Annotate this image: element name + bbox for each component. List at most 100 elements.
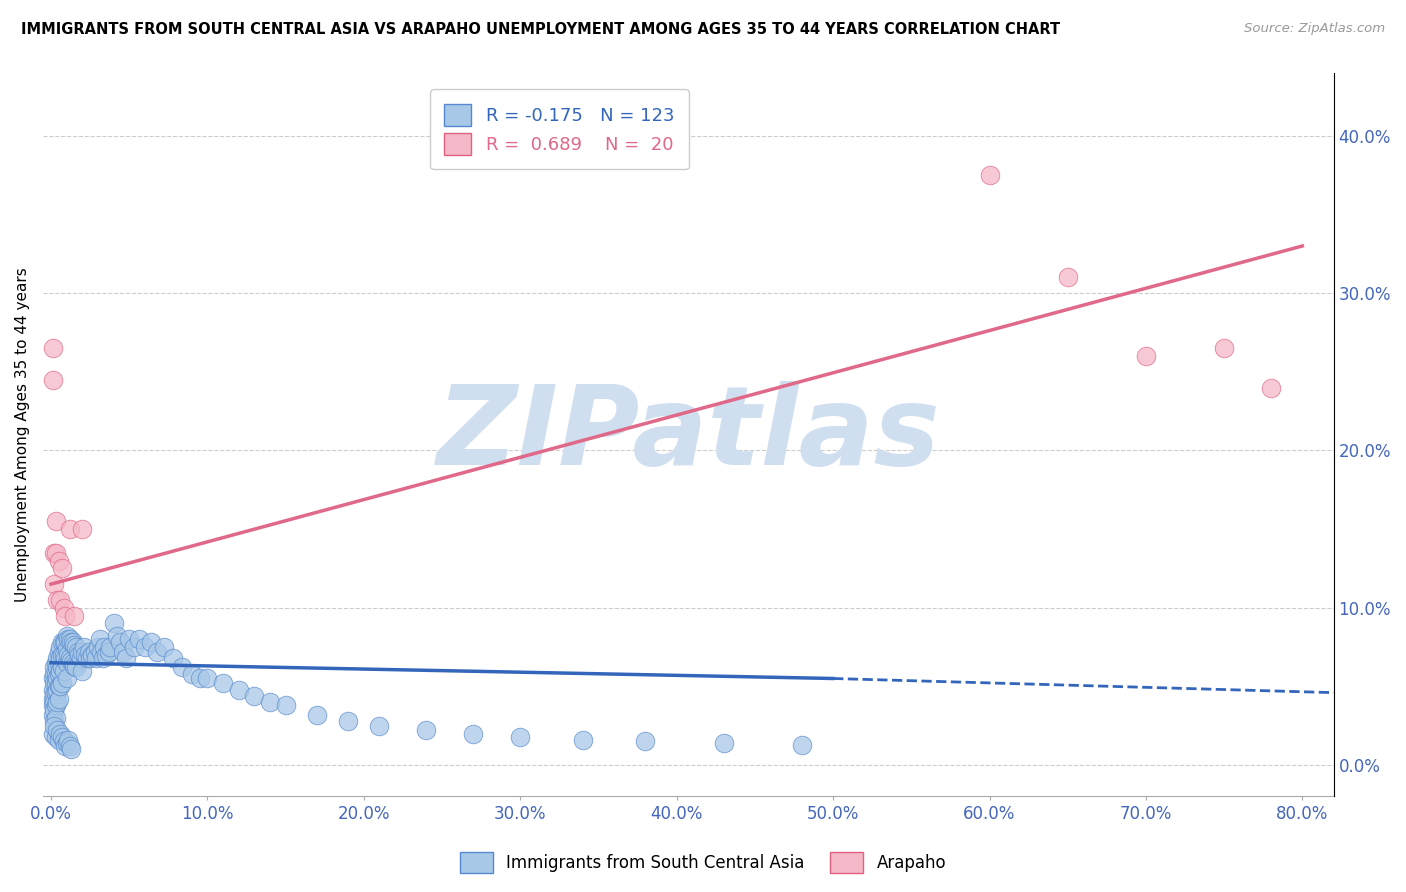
- Point: [41, 672, 63, 686]
- Point: [53, 739, 76, 753]
- Point: [49, 592, 72, 607]
- Point: [53, 651, 76, 665]
- Point: [67, 648, 90, 662]
- Point: [63, 639, 86, 653]
- Point: [118, 632, 141, 647]
- Point: [41, 682, 63, 697]
- Point: [1260, 380, 1282, 394]
- Point: [46, 695, 69, 709]
- Point: [72, 645, 94, 659]
- Point: [51, 635, 73, 649]
- Point: [45, 686, 67, 700]
- Point: [72, 664, 94, 678]
- Point: [59, 651, 82, 665]
- Point: [49, 664, 72, 678]
- Point: [46, 682, 69, 697]
- Point: [45, 730, 67, 744]
- Point: [55, 672, 77, 686]
- Point: [93, 640, 115, 654]
- Point: [52, 664, 75, 678]
- Point: [62, 656, 84, 670]
- Point: [45, 546, 67, 560]
- Point: [60, 742, 83, 756]
- Point: [45, 514, 67, 528]
- Point: [48, 679, 70, 693]
- Point: [108, 635, 131, 649]
- Point: [172, 660, 194, 674]
- Point: [62, 635, 84, 649]
- Point: [45, 711, 67, 725]
- Point: [49, 679, 72, 693]
- Point: [111, 645, 134, 659]
- Point: [69, 651, 91, 665]
- Point: [53, 608, 76, 623]
- Point: [77, 645, 100, 659]
- Point: [83, 645, 105, 659]
- Point: [46, 651, 69, 665]
- Point: [44, 714, 66, 728]
- Point: [45, 676, 67, 690]
- Point: [48, 645, 70, 659]
- Point: [463, 726, 485, 740]
- Point: [80, 648, 103, 662]
- Point: [105, 629, 128, 643]
- Point: [162, 651, 184, 665]
- Point: [41, 726, 63, 740]
- Point: [509, 730, 531, 744]
- Legend: Immigrants from South Central Asia, Arapaho: Immigrants from South Central Asia, Arap…: [453, 846, 953, 880]
- Point: [44, 660, 66, 674]
- Point: [572, 732, 595, 747]
- Point: [139, 635, 162, 649]
- Point: [55, 656, 77, 670]
- Point: [51, 676, 73, 690]
- Point: [59, 632, 82, 647]
- Point: [52, 648, 75, 662]
- Point: [45, 698, 67, 713]
- Point: [41, 692, 63, 706]
- Point: [274, 698, 297, 713]
- Point: [53, 635, 76, 649]
- Point: [197, 672, 219, 686]
- Point: [52, 600, 75, 615]
- Point: [51, 660, 73, 674]
- Point: [152, 640, 174, 654]
- Point: [55, 629, 77, 643]
- Point: [86, 651, 108, 665]
- Text: ZIPatlas: ZIPatlas: [436, 381, 941, 488]
- Point: [1135, 349, 1157, 363]
- Point: [51, 730, 73, 744]
- Point: [66, 645, 89, 659]
- Point: [44, 676, 66, 690]
- Point: [87, 640, 110, 654]
- Point: [188, 672, 211, 686]
- Point: [243, 689, 266, 703]
- Point: [305, 707, 328, 722]
- Point: [48, 553, 70, 567]
- Point: [41, 373, 63, 387]
- Point: [44, 695, 66, 709]
- Point: [122, 640, 145, 654]
- Point: [48, 732, 70, 747]
- Point: [48, 656, 70, 670]
- Point: [75, 648, 97, 662]
- Point: [41, 698, 63, 713]
- Point: [60, 635, 83, 649]
- Point: [72, 522, 94, 536]
- Point: [228, 682, 250, 697]
- Point: [90, 645, 112, 659]
- Point: [49, 651, 72, 665]
- Point: [49, 726, 72, 740]
- Point: [97, 645, 120, 659]
- Point: [63, 659, 86, 673]
- Point: [713, 736, 735, 750]
- Point: [1056, 270, 1078, 285]
- Point: [76, 651, 98, 665]
- Point: [259, 695, 281, 709]
- Text: Source: ZipAtlas.com: Source: ZipAtlas.com: [1244, 22, 1385, 36]
- Point: [46, 660, 69, 674]
- Point: [212, 676, 235, 690]
- Point: [91, 651, 114, 665]
- Point: [146, 645, 169, 659]
- Point: [103, 616, 125, 631]
- Point: [46, 723, 69, 738]
